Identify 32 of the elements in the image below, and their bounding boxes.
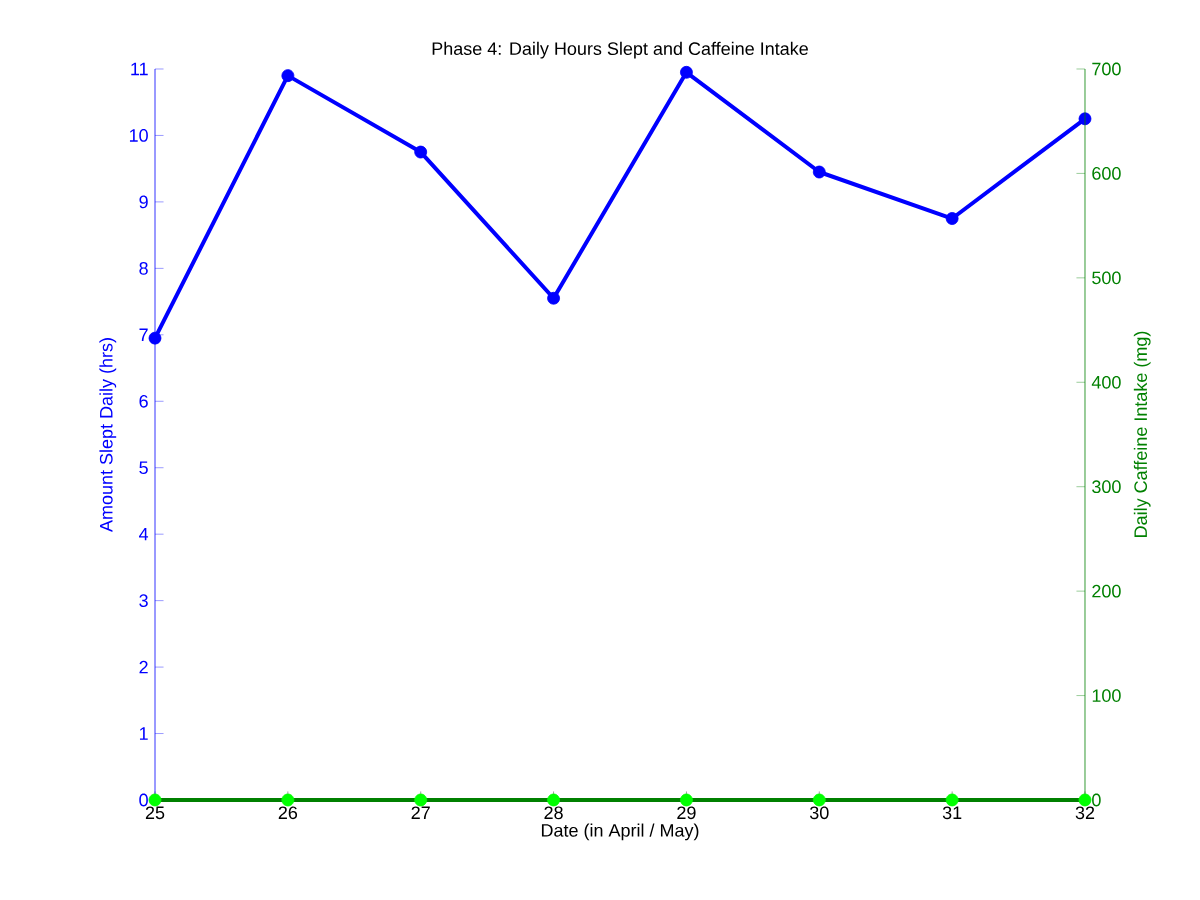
x-tick-label: 27 xyxy=(411,806,430,819)
y-tick-label: 11 xyxy=(131,62,148,76)
y-axis-title: Amount Slept Daily (hrs) xyxy=(99,338,117,532)
y2-tick-label: 700 xyxy=(1092,62,1121,76)
x-tick-label: 25 xyxy=(145,806,165,820)
x-tick-label: 26 xyxy=(278,806,298,820)
y2-tick-label: 0 xyxy=(1092,793,1101,807)
x-tick-label: 31 xyxy=(942,806,962,820)
y-tick-label: 9 xyxy=(139,195,148,209)
y2-tick-label: 600 xyxy=(1092,167,1121,180)
y-tick-label: 4 xyxy=(139,527,149,541)
y-tick-label: 6 xyxy=(139,394,148,408)
x-axis-title: Date (in April / May) xyxy=(541,823,699,841)
y2-tick-label: 300 xyxy=(1092,480,1121,494)
chart-title: Phase 4: Daily Hours Slept and Caffeine Intake xyxy=(432,41,808,59)
y2-axis-title: Daily Caffeine Intake (mg) xyxy=(1133,331,1151,537)
y-tick-label: 10 xyxy=(129,129,148,142)
y-tick-label: 1 xyxy=(139,727,148,740)
y-tick-label: 3 xyxy=(139,594,148,608)
y-tick-label: 0 xyxy=(139,793,148,807)
y-tick-label: 8 xyxy=(139,261,148,275)
y2-tick-label: 200 xyxy=(1092,584,1121,598)
y2-tick-label: 400 xyxy=(1091,375,1121,389)
x-tick-label: 32 xyxy=(1075,806,1095,820)
y2-tick-label: 100 xyxy=(1092,689,1121,702)
y-tick-label: 2 xyxy=(139,660,148,674)
x-tick-label: 29 xyxy=(677,806,696,820)
y-tick-label: 5 xyxy=(139,461,148,475)
x-tick-label: 28 xyxy=(544,806,563,820)
y-tick-label: 7 xyxy=(139,328,148,342)
y2-tick-label: 500 xyxy=(1092,271,1121,285)
x-tick-label: 30 xyxy=(809,806,829,820)
